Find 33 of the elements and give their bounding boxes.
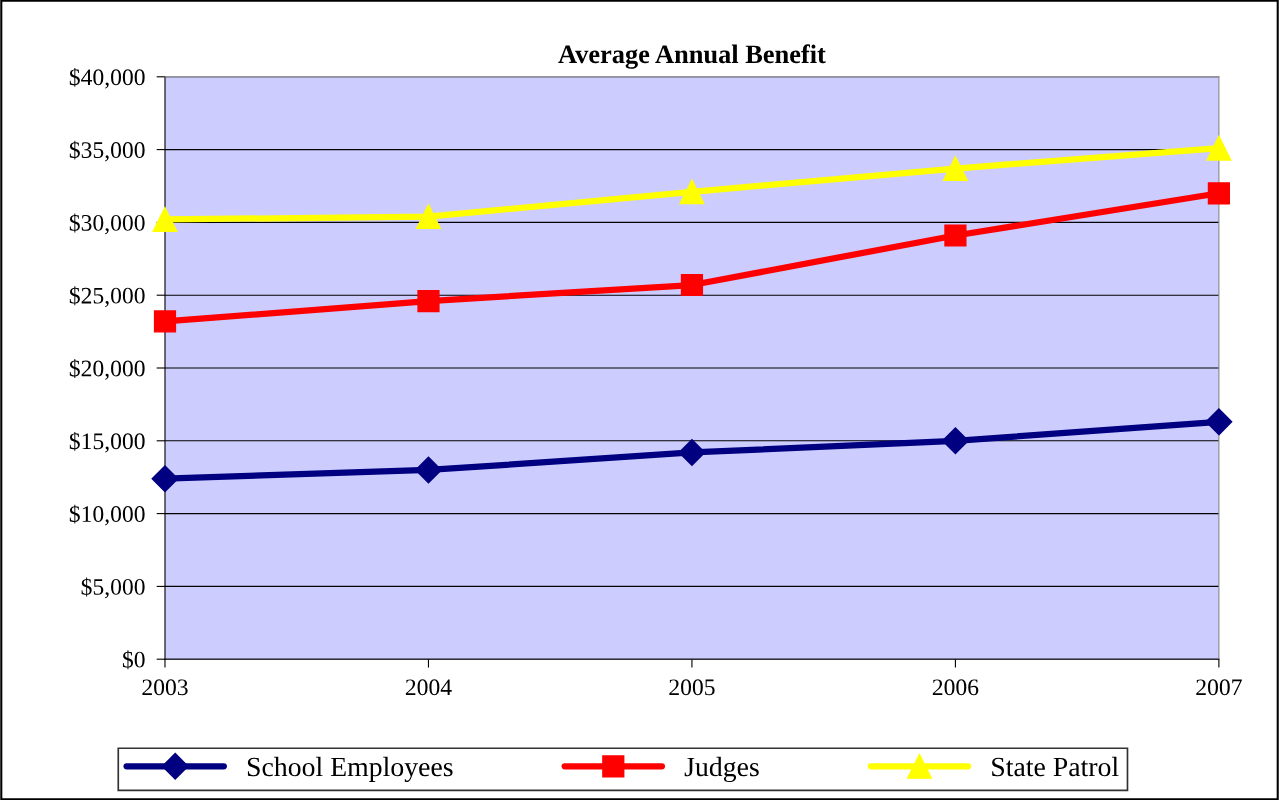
y-tick-label: $20,000: [69, 359, 145, 380]
point: [941, 427, 969, 455]
point: [151, 465, 179, 493]
y-tick-label: $35,000: [69, 140, 145, 162]
point: [679, 179, 705, 205]
chart-title: Average Annual Benefit: [558, 44, 826, 69]
point: [1206, 135, 1232, 161]
point: [678, 438, 706, 466]
y-tick-label: $25,000: [69, 286, 145, 308]
point: [153, 310, 177, 333]
point: [415, 456, 442, 484]
x-tick-label: 2006: [932, 679, 979, 696]
x-tick-label: 2007: [1196, 679, 1242, 696]
point: [1205, 408, 1233, 436]
y-tick-label: $5,000: [81, 577, 145, 599]
y-tick-label: $40,000: [69, 67, 145, 89]
point: [942, 156, 968, 182]
x-tick-label: 2005: [669, 679, 715, 696]
point: [417, 289, 440, 313]
point: [415, 204, 441, 230]
legend-label: School Employees: [247, 756, 453, 783]
x-tick-label: 2004: [405, 679, 452, 696]
point: [152, 206, 178, 232]
y-tick-label: $10,000: [69, 504, 145, 526]
point: [944, 224, 967, 247]
legend-label: Judges: [684, 756, 759, 783]
y-tick-label: $30,000: [69, 213, 145, 235]
y-tick-label: $15,000: [69, 431, 145, 453]
point: [1207, 182, 1230, 205]
x-tick-label: 2003: [142, 679, 188, 696]
point: [680, 273, 704, 297]
legend-label: State Patrol: [992, 756, 1119, 777]
y-tick-label: $0: [122, 650, 145, 670]
